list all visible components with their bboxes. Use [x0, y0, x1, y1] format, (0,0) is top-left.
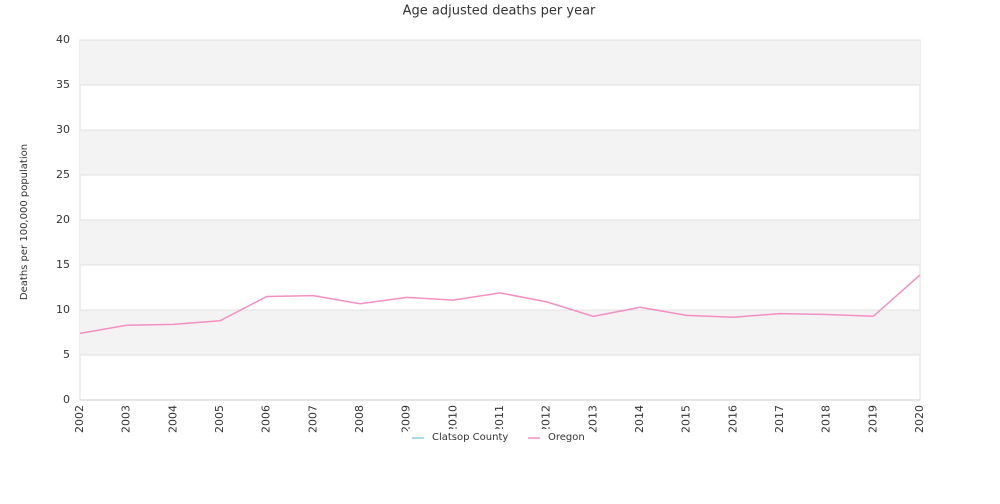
legend-bg: [524, 429, 590, 445]
x-tick-label: 2004: [166, 405, 179, 433]
x-tick-label: 2003: [120, 405, 133, 433]
legend-label: Clatsop County: [432, 432, 508, 443]
y-axis-label: Deaths per 100,000 population: [19, 144, 30, 300]
y-tick-label: 40: [56, 33, 70, 46]
x-tick-label: 2015: [680, 405, 693, 433]
y-tick-label: 30: [56, 123, 70, 136]
y-tick-label: 15: [56, 258, 70, 271]
x-tick-label: 2007: [306, 405, 319, 433]
x-tick-label: 2002: [73, 405, 86, 433]
x-tick-label: 2011: [493, 405, 506, 433]
x-tick-label: 2020: [913, 405, 926, 433]
x-tick-label: 2012: [540, 405, 553, 433]
x-tick-label: 2016: [726, 405, 739, 433]
grid-band: [80, 40, 920, 85]
x-tick-label: 2017: [773, 405, 786, 433]
grid-band: [80, 310, 920, 355]
y-tick-label: 0: [63, 393, 70, 406]
legend-label: Oregon: [548, 432, 585, 443]
x-tick-label: 2006: [260, 405, 273, 433]
x-tick-label: 2008: [353, 405, 366, 433]
chart-title: Age adjusted deaths per year: [403, 4, 596, 19]
grid-band: [80, 130, 920, 175]
y-tick-label: 10: [56, 303, 70, 316]
x-tick-label: 2014: [633, 405, 646, 433]
x-tick-label: 2009: [400, 405, 413, 433]
x-tick-label: 2005: [213, 405, 226, 433]
x-tick-label: 2010: [446, 405, 459, 433]
y-tick-label: 25: [56, 168, 70, 181]
grid-band: [80, 220, 920, 265]
y-tick-label: 20: [56, 213, 70, 226]
series-line: [79, 274, 921, 335]
y-tick-label: 35: [56, 78, 70, 91]
x-tick-label: 2018: [820, 405, 833, 433]
x-tick-label: 2013: [586, 405, 599, 433]
x-tick-label: 2019: [866, 405, 879, 433]
y-tick-label: 5: [63, 348, 70, 361]
legend-bg: [408, 429, 516, 445]
